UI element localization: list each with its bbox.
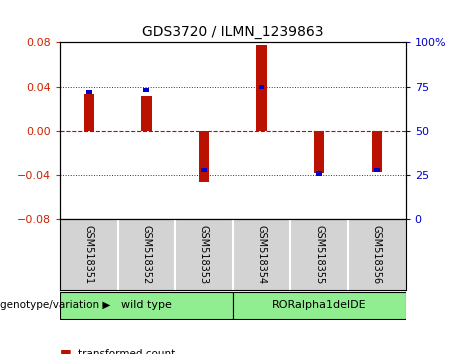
Text: wild type: wild type [121,300,172,310]
Text: genotype/variation ▶: genotype/variation ▶ [0,300,110,310]
Text: GSM518356: GSM518356 [372,225,382,284]
Bar [86,90,92,94]
Bar [259,85,265,89]
Bar [256,45,267,131]
Bar [199,131,209,182]
Bar [83,95,94,131]
Bar [141,96,152,131]
Text: GSM518353: GSM518353 [199,225,209,284]
Bar [143,88,149,92]
Text: RORalpha1delDE: RORalpha1delDE [272,300,366,310]
Bar [314,131,325,173]
Text: GSM518354: GSM518354 [257,225,266,284]
Text: ■: ■ [60,348,71,354]
Bar [233,292,406,319]
Bar [372,131,382,172]
Text: transformed count: transformed count [78,349,176,354]
Text: GSM518352: GSM518352 [142,225,151,284]
Bar [60,292,233,319]
Title: GDS3720 / ILMN_1239863: GDS3720 / ILMN_1239863 [142,25,324,39]
Text: GSM518351: GSM518351 [84,225,94,284]
Bar [316,171,322,176]
Bar [374,168,380,172]
Bar [201,168,207,172]
Text: GSM518355: GSM518355 [314,225,324,284]
